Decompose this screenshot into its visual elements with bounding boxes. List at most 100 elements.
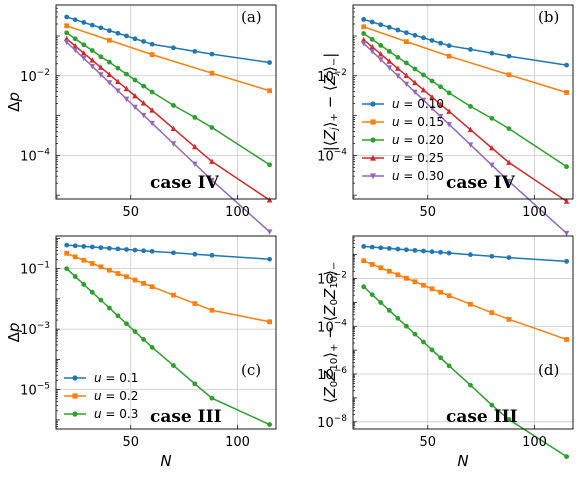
data-point <box>106 80 113 86</box>
legend-marker <box>370 154 376 161</box>
data-point <box>132 36 138 42</box>
data-point <box>267 88 272 94</box>
data-point <box>421 35 426 41</box>
data-point <box>98 245 104 251</box>
data-point <box>209 70 215 76</box>
data-point <box>115 65 121 71</box>
data-point <box>506 53 512 59</box>
panel-tag: (c) <box>241 361 261 379</box>
legend-marker <box>72 375 78 381</box>
series-u=0.3 <box>361 284 569 459</box>
data-point <box>438 249 443 255</box>
data-point <box>192 251 198 257</box>
series-u=0.2 <box>64 250 272 325</box>
data-point <box>209 51 215 57</box>
legend-label: u = 0.3 <box>94 407 138 421</box>
data-point <box>467 142 474 148</box>
data-point <box>489 50 495 56</box>
data-point <box>98 72 104 78</box>
data-point <box>564 454 569 459</box>
data-point <box>132 77 138 83</box>
data-point <box>192 143 198 150</box>
data-point <box>437 114 444 120</box>
case-label: case III <box>446 407 518 427</box>
data-point <box>403 30 409 36</box>
data-point <box>106 28 112 34</box>
data-point <box>369 292 375 298</box>
data-point <box>209 177 215 184</box>
data-point <box>386 308 392 313</box>
data-point <box>395 73 401 79</box>
data-point <box>377 57 384 63</box>
series-line <box>66 16 270 64</box>
data-point <box>386 48 392 54</box>
data-point <box>438 84 443 90</box>
data-point <box>209 158 215 164</box>
data-point <box>506 316 512 322</box>
data-point <box>209 307 215 313</box>
data-point <box>395 272 401 278</box>
series-u=0.1 <box>64 242 272 262</box>
x-tick-label: 50 <box>122 205 139 220</box>
data-point <box>506 159 512 165</box>
data-point <box>89 48 95 53</box>
data-point <box>141 337 146 342</box>
data-point <box>429 347 435 353</box>
case-label: case IV <box>446 173 516 193</box>
data-point <box>81 243 87 249</box>
x-tick-label: 100 <box>522 435 547 450</box>
data-point <box>378 245 384 251</box>
data-point <box>564 258 569 264</box>
data-point <box>149 107 155 113</box>
series-u=0.15 <box>361 24 569 95</box>
data-point <box>141 281 146 286</box>
data-point <box>369 244 375 250</box>
data-point <box>115 30 121 36</box>
data-point <box>209 125 215 130</box>
data-point <box>64 14 70 20</box>
data-point <box>115 313 121 319</box>
data-point <box>377 51 384 57</box>
legend-label: u = 0.20 <box>392 133 444 147</box>
data-point <box>192 114 198 120</box>
data-point <box>468 252 473 258</box>
data-point <box>124 71 129 77</box>
data-point <box>170 141 177 147</box>
data-point <box>124 33 129 39</box>
data-point <box>361 244 367 249</box>
data-point <box>132 247 138 253</box>
series-line <box>66 32 270 166</box>
data-point <box>412 247 418 253</box>
data-point <box>192 381 198 387</box>
data-point <box>446 363 452 369</box>
data-point <box>149 41 155 47</box>
case-label: case III <box>150 407 222 427</box>
data-point <box>421 282 426 288</box>
data-point <box>209 252 215 258</box>
data-point <box>124 321 129 327</box>
series-line <box>66 252 270 323</box>
data-point <box>115 271 121 276</box>
data-point <box>360 41 367 47</box>
legend-marker <box>72 393 78 399</box>
data-point <box>468 103 473 109</box>
data-point <box>429 249 435 255</box>
data-point <box>64 30 70 36</box>
data-point <box>412 79 418 86</box>
data-point <box>564 62 569 68</box>
panel-d: 50 100 10−2 10−4 10−6 10−8 ⟨Z0Z10⟩+ − ⟨Z0Z10⟩−… <box>317 235 574 470</box>
data-point <box>149 52 155 58</box>
y-tick-label: 10−2 <box>317 270 347 287</box>
data-point <box>429 94 435 100</box>
data-point <box>171 292 176 298</box>
legend: u = 0.10 u = 0.15 u = 0.20 u = 0.25 u = 0.30 <box>362 97 444 183</box>
data-point <box>438 355 443 361</box>
data-point <box>81 20 87 25</box>
data-point <box>489 310 495 316</box>
data-point <box>81 282 87 287</box>
data-point <box>81 42 87 48</box>
data-point <box>140 100 147 106</box>
data-point <box>170 125 177 132</box>
data-point <box>72 47 79 54</box>
data-point <box>171 363 176 368</box>
